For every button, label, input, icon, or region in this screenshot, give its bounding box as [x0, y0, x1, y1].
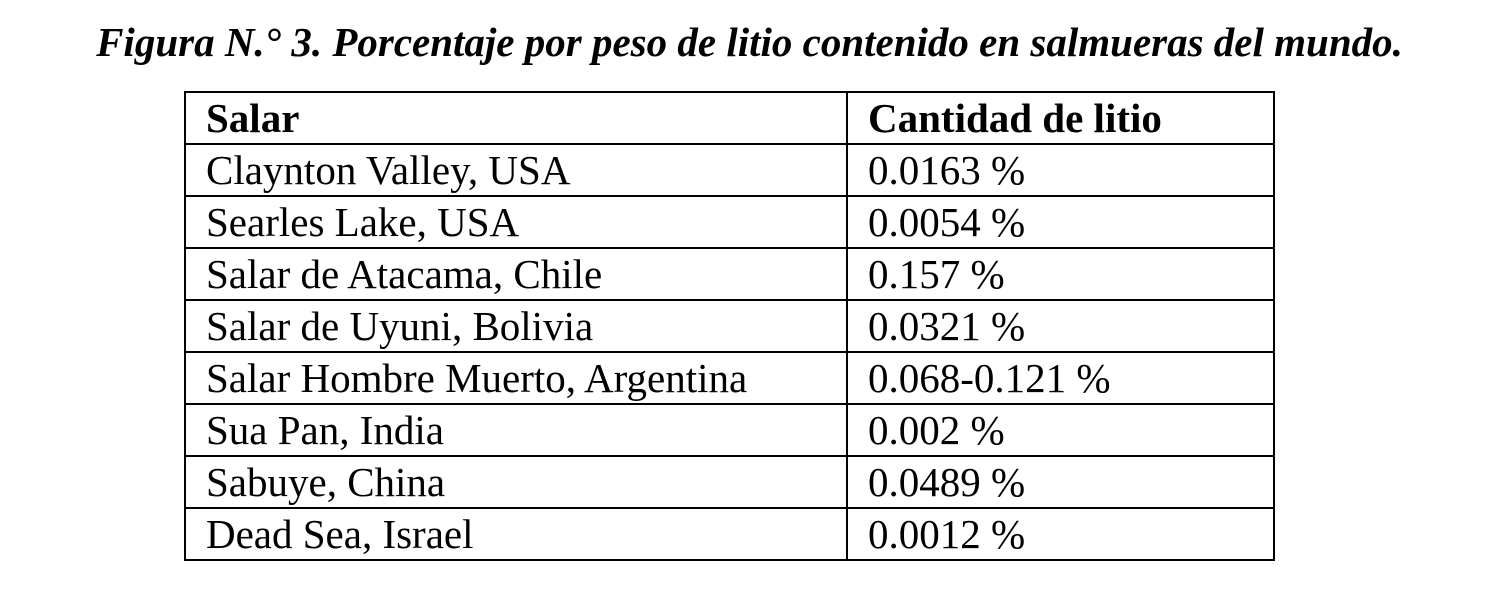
table-row: Claynton Valley, USA 0.0163 % — [184, 143, 1275, 197]
cell-cantidad: 0.157 % — [846, 247, 1275, 301]
header-cantidad-de-litio: Cantidad de litio — [846, 91, 1275, 145]
table-row: Sua Pan, India 0.002 % — [184, 403, 1275, 457]
figure-caption: Figura N.° 3. Porcentaje por peso de lit… — [96, 19, 1403, 65]
cell-salar: Dead Sea, Israel — [184, 507, 848, 561]
cell-salar: Salar Hombre Muerto, Argentina — [184, 351, 848, 405]
cell-salar: Sua Pan, India — [184, 403, 848, 457]
cell-cantidad: 0.0321 % — [846, 299, 1275, 353]
table-row: Dead Sea, Israel 0.0012 % — [184, 507, 1275, 561]
cell-salar: Salar de Uyuni, Bolivia — [184, 299, 848, 353]
cell-cantidad: 0.0163 % — [846, 143, 1275, 197]
table-row: Searles Lake, USA 0.0054 % — [184, 195, 1275, 249]
cell-salar: Claynton Valley, USA — [184, 143, 848, 197]
table-header-row: Salar Cantidad de litio — [184, 91, 1275, 145]
cell-salar: Sabuye, China — [184, 455, 848, 509]
table-row: Sabuye, China 0.0489 % — [184, 455, 1275, 509]
cell-salar: Searles Lake, USA — [184, 195, 848, 249]
cell-cantidad: 0.0054 % — [846, 195, 1275, 249]
cell-cantidad: 0.0012 % — [846, 507, 1275, 561]
table-row: Salar Hombre Muerto, Argentina 0.068-0.1… — [184, 351, 1275, 405]
cell-cantidad: 0.002 % — [846, 403, 1275, 457]
cell-salar: Salar de Atacama, Chile — [184, 247, 848, 301]
lithium-brine-table: Salar Cantidad de litio Claynton Valley,… — [184, 91, 1275, 561]
cell-cantidad: 0.0489 % — [846, 455, 1275, 509]
table-row: Salar de Uyuni, Bolivia 0.0321 % — [184, 299, 1275, 353]
cell-cantidad: 0.068-0.121 % — [846, 351, 1275, 405]
header-salar: Salar — [184, 91, 848, 145]
table-row: Salar de Atacama, Chile 0.157 % — [184, 247, 1275, 301]
